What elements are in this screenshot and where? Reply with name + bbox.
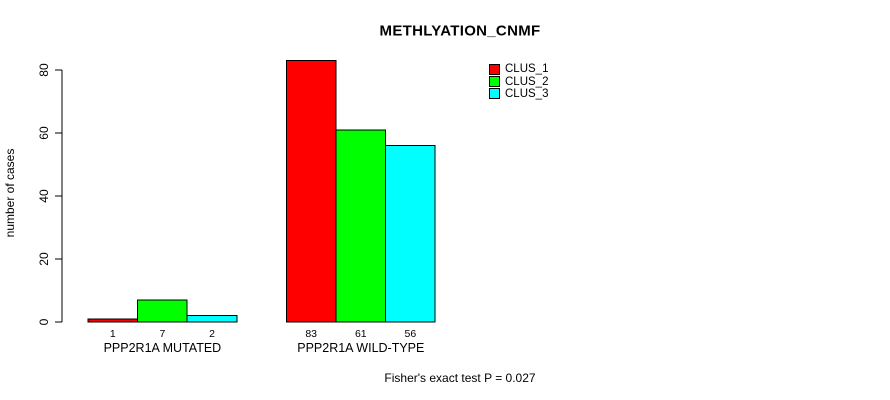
legend-item: CLUS_1	[489, 63, 548, 75]
bar-clus_3-group1	[186, 315, 238, 323]
y-axis-tick-label: 60	[37, 126, 51, 140]
chart-title: METHLYATION_CNMF	[379, 22, 541, 40]
y-axis-tick-label: 40	[37, 189, 51, 203]
legend-item: CLUS_2	[489, 75, 549, 88]
y-axis-label: number of cases	[3, 148, 17, 238]
bar-clus_2-group1	[137, 299, 188, 323]
annotation-text: Fisher's exact test P = 0.027	[384, 371, 536, 385]
y-axis-tick-label: 20	[37, 252, 51, 266]
legend-swatch-icon	[489, 88, 500, 100]
category-label: PPP2R1A MUTATED	[104, 341, 222, 355]
legend-item: CLUS_3	[489, 88, 548, 100]
legend: CLUS_1 CLUS_2 CLUS_3	[489, 63, 548, 100]
bar-value-label: 1	[110, 328, 116, 340]
bar-clus_3-group2	[385, 145, 436, 323]
legend-label: CLUS_1	[505, 63, 549, 76]
category-label: PPP2R1A WILD-TYPE	[297, 341, 424, 355]
legend-label: CLUS_3	[505, 87, 549, 100]
bar-value-label: 56	[405, 328, 417, 340]
legend-swatch-icon	[489, 76, 500, 88]
bar-value-label: 61	[355, 328, 367, 340]
bar-value-label: 2	[209, 328, 215, 340]
bar-clus_1-group2	[285, 60, 337, 323]
legend-swatch-icon	[489, 63, 500, 75]
y-axis-tick-label: 0	[37, 318, 51, 325]
bar-value-label: 83	[305, 328, 317, 340]
bar-value-label: 7	[159, 328, 165, 340]
legend-label: CLUS_2	[505, 75, 549, 88]
y-axis-tick-label: 80	[37, 63, 51, 77]
bar-clus_2-group2	[335, 129, 387, 323]
bar-clus_1-group1	[87, 318, 139, 323]
